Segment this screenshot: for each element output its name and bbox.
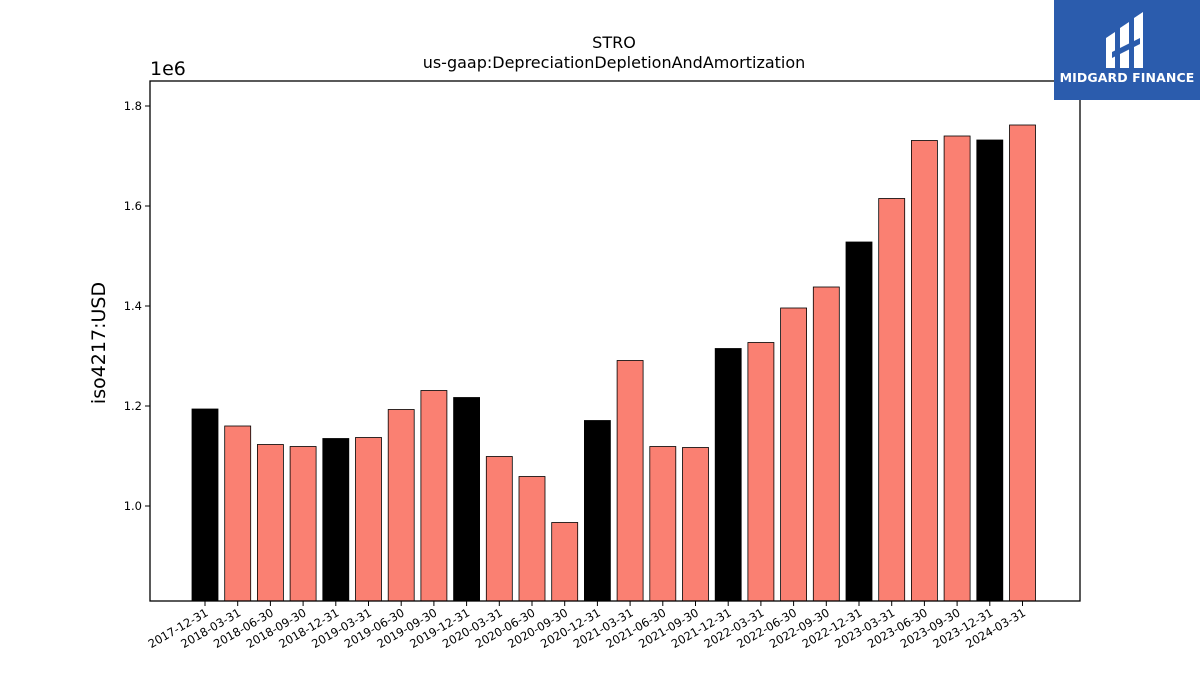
bar-2020-06-30 — [518, 476, 546, 602]
brand-logo: MIDGARD FINANCE — [1054, 0, 1200, 100]
bar-2023-03-31 — [878, 198, 906, 602]
bar-2020-09-30 — [551, 522, 579, 602]
y-axis-label: iso4217:USD — [88, 282, 110, 404]
bar-2021-09-30 — [682, 447, 709, 602]
bar-2023-09-30 — [943, 135, 971, 602]
y-scale-label: 1e6 — [150, 58, 186, 80]
bar-2021-03-31 — [616, 360, 644, 602]
bar-2024-03-31 — [1009, 124, 1036, 602]
y-tick-label: 1.4 — [124, 299, 142, 313]
bar-2022-12-31 — [845, 241, 873, 602]
chart-title: STRO — [592, 33, 636, 52]
chart-subtitle: us-gaap:DepreciationDepletionAndAmortiza… — [423, 53, 806, 72]
bar-2023-06-30 — [911, 140, 938, 602]
bar-2017-12-31 — [191, 408, 219, 602]
bar-2020-12-31 — [584, 420, 611, 602]
bar-2021-06-30 — [649, 446, 677, 602]
bar-2018-09-30 — [289, 446, 317, 602]
bar-2019-12-31 — [453, 397, 481, 602]
bar-2018-03-31 — [224, 425, 252, 602]
y-axis-ticks: 1.0 1.2 1.4 1.6 1.8 — [124, 99, 150, 513]
bar-2021-12-31 — [714, 348, 742, 602]
bar-2022-09-30 — [812, 286, 840, 602]
bar-2022-06-30 — [780, 307, 807, 602]
bar-2023-12-31 — [976, 139, 1004, 602]
y-tick-label: 1.6 — [124, 199, 142, 213]
bar-2019-09-30 — [420, 390, 448, 602]
bar-2018-06-30 — [256, 444, 284, 602]
plot-frame — [149, 80, 1081, 602]
x-axis-ticks: 2017-12-312018-03-312018-06-302018-09-30… — [146, 601, 1028, 651]
brand-name: MIDGARD FINANCE — [1059, 70, 1195, 85]
bar-2019-06-30 — [387, 409, 415, 602]
midgard-logo-icon — [1106, 12, 1143, 68]
bar-2019-03-31 — [355, 437, 382, 602]
y-tick-label: 1.2 — [124, 399, 142, 413]
bar-2020-03-31 — [485, 456, 513, 602]
bar-2018-12-31 — [322, 438, 350, 602]
bars-group — [191, 124, 1036, 602]
y-tick-label: 1.0 — [124, 499, 142, 513]
y-tick-label: 1.8 — [124, 99, 142, 113]
bar-2022-03-31 — [747, 342, 775, 602]
